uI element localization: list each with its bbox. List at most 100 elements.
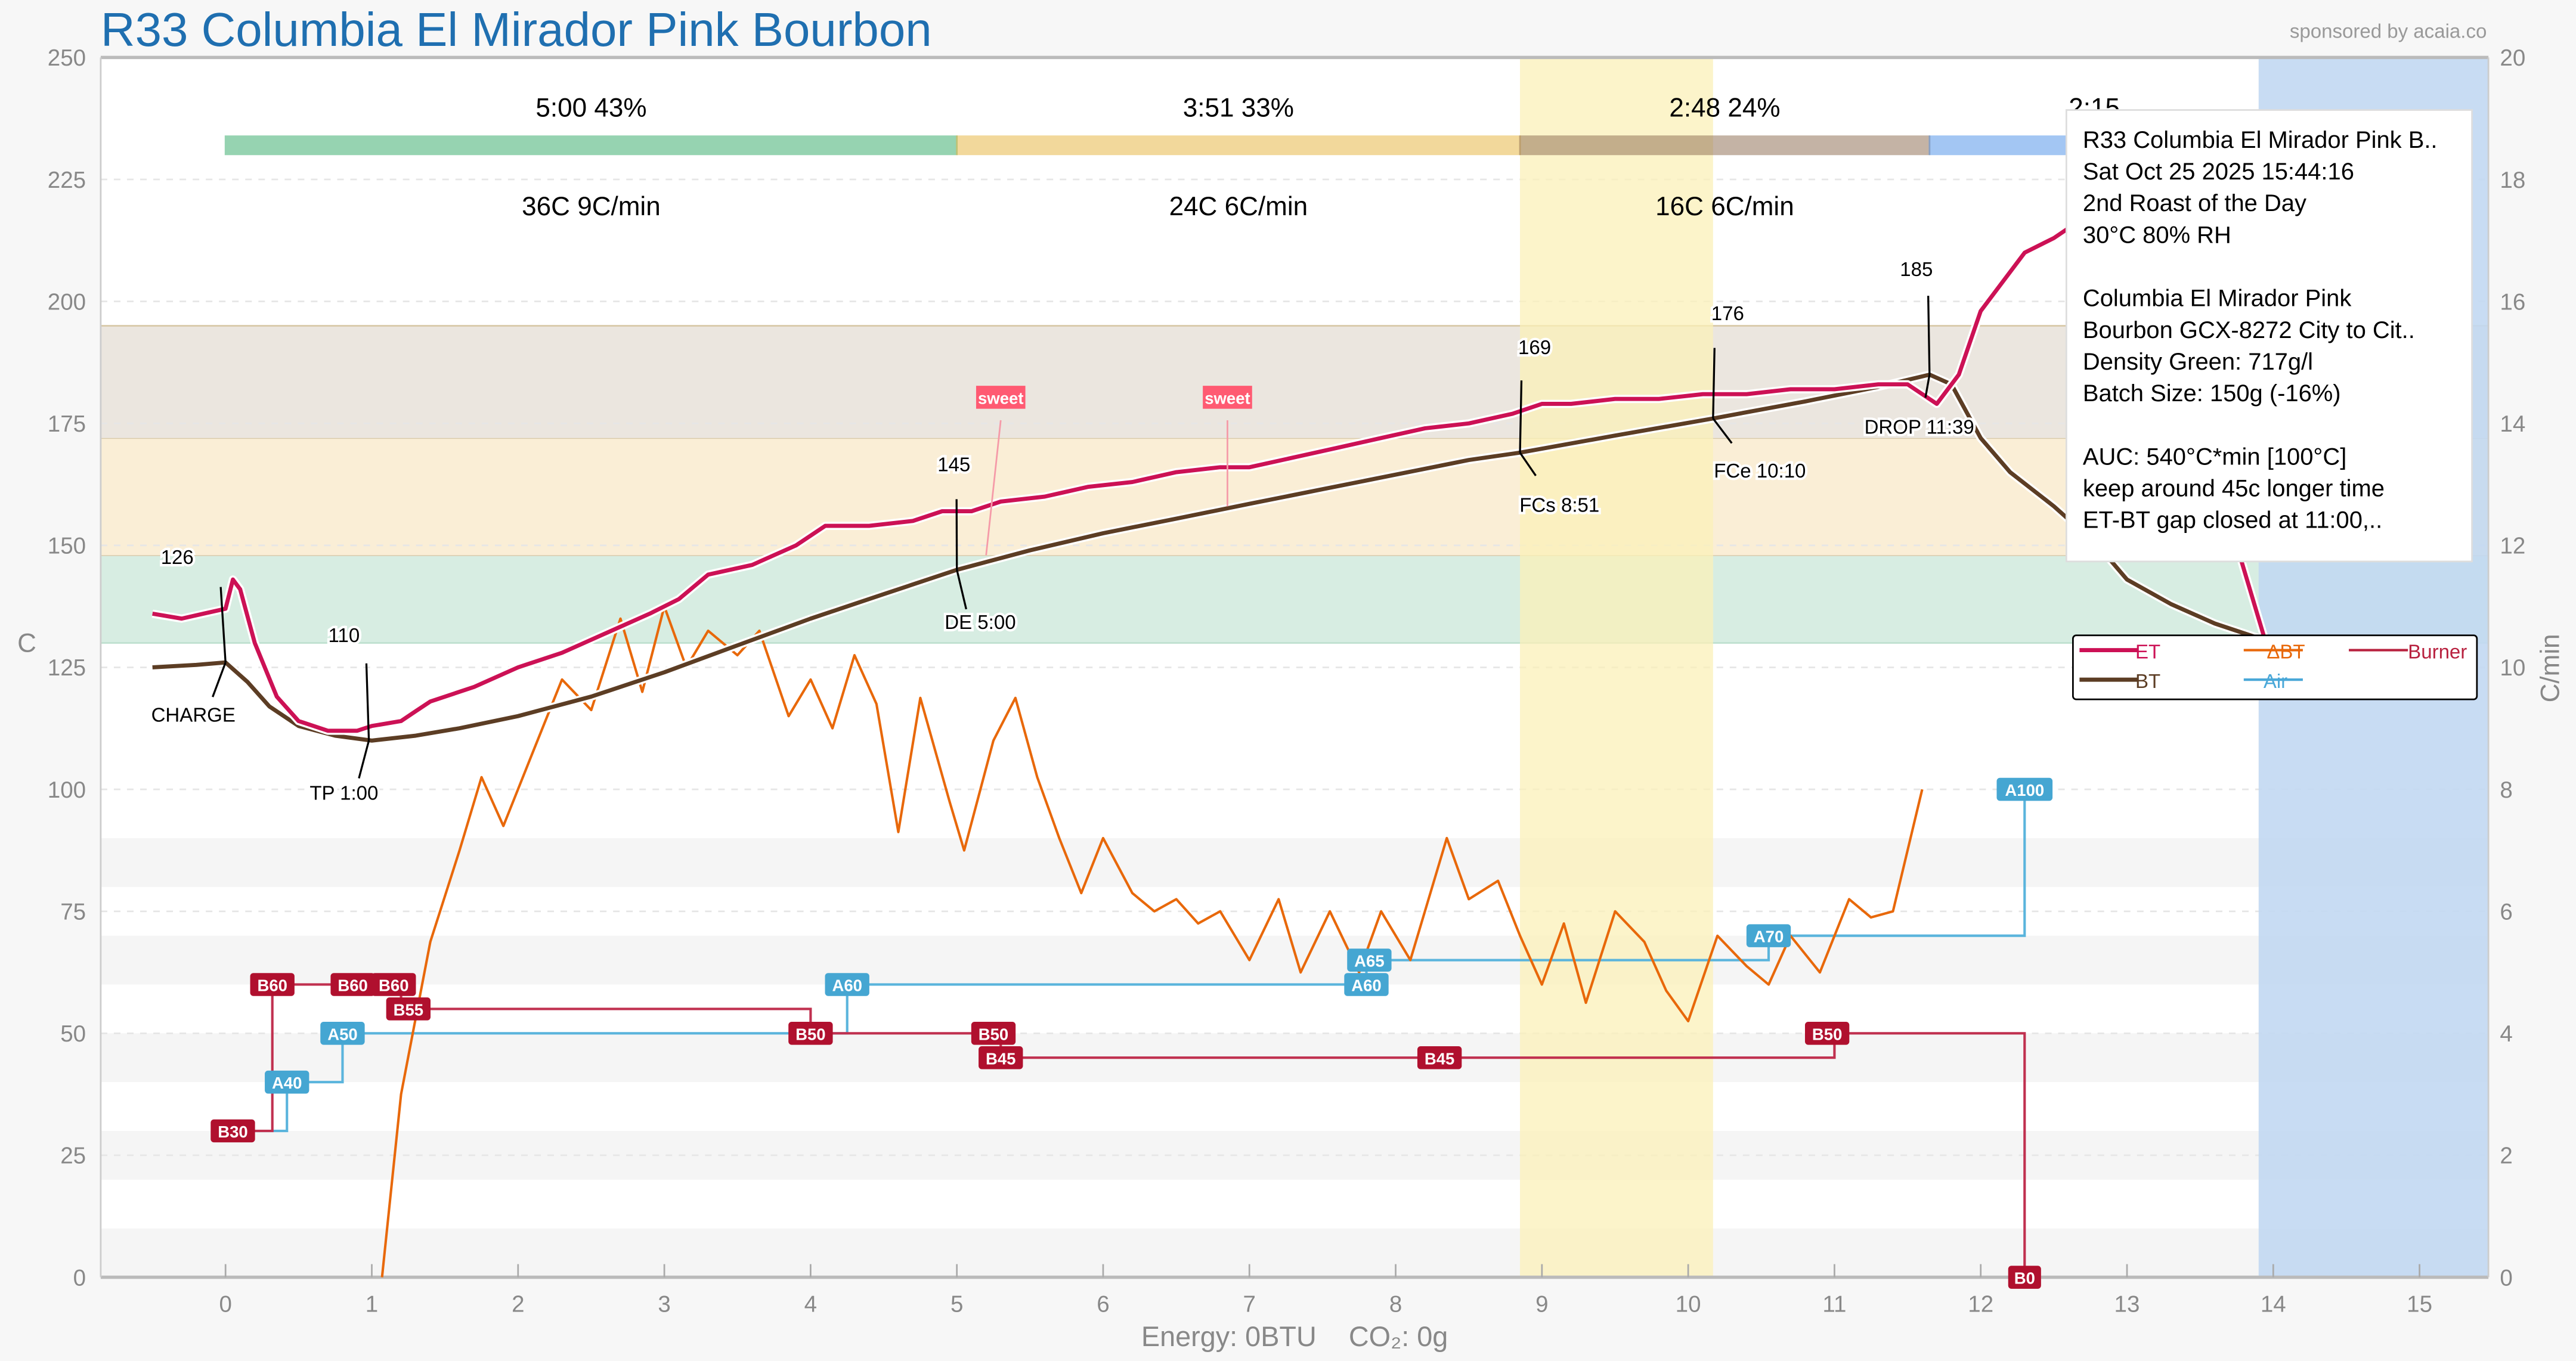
event-temperature: 169 bbox=[1518, 337, 1551, 359]
info-box-background bbox=[2065, 109, 2473, 563]
burner-marker-label: B60 bbox=[379, 976, 408, 994]
event-label: FCe 10:10 bbox=[1714, 460, 1806, 482]
grid-stripe bbox=[100, 935, 2489, 985]
info-line: keep around 45c longer time bbox=[2083, 476, 2385, 502]
event-leader bbox=[1924, 374, 1931, 398]
y2-tick-label: 20 bbox=[2500, 45, 2525, 71]
event-leader bbox=[365, 663, 370, 741]
event-leader bbox=[1927, 296, 1931, 375]
event-temperature: 176 bbox=[1711, 303, 1744, 325]
burner-marker-label: B30 bbox=[218, 1123, 247, 1141]
burner-marker bbox=[2008, 1266, 2041, 1289]
burner-marker-label: B60 bbox=[338, 976, 367, 994]
x-tick-label: 11 bbox=[1822, 1291, 1846, 1317]
event-label: TP 1:00 bbox=[309, 782, 378, 804]
chart-title: R33 Columbia El Mirador Pink Bourbon bbox=[101, 3, 932, 56]
y2-tick-label: 10 bbox=[2500, 655, 2525, 681]
co2-readout: CO₂: 0g bbox=[1349, 1321, 1448, 1352]
phase-time: 2:48 24% bbox=[1669, 94, 1780, 123]
x-tick-label: 7 bbox=[1243, 1291, 1256, 1317]
burner-marker bbox=[1417, 1046, 1462, 1069]
air-marker-label: A50 bbox=[327, 1025, 357, 1043]
air-marker bbox=[1746, 924, 1791, 947]
burner-marker-label: B55 bbox=[394, 1000, 423, 1019]
event-leader bbox=[956, 569, 967, 610]
y-tick-label: 75 bbox=[60, 899, 86, 925]
info-line: Density Green: 717g/l bbox=[2083, 349, 2313, 375]
legend-label: Air bbox=[2264, 671, 2287, 693]
air-marker-label: A70 bbox=[1754, 928, 1784, 946]
x-tick-label: 5 bbox=[950, 1291, 963, 1317]
burner-marker-label: B45 bbox=[1425, 1049, 1454, 1068]
burner-marker bbox=[386, 997, 431, 1021]
phase-bar-3 bbox=[1928, 135, 2071, 156]
event-label: FCs 8:51 bbox=[1519, 494, 1599, 516]
event-leader bbox=[1712, 418, 1733, 444]
x-tick-label: 3 bbox=[658, 1291, 670, 1317]
y2-tick-label: 0 bbox=[2500, 1265, 2512, 1291]
burner-marker bbox=[1804, 1022, 1850, 1045]
y2-tick-label: 12 bbox=[2500, 534, 2525, 559]
y-tick-label: 0 bbox=[73, 1265, 86, 1291]
y2-tick-label: 2 bbox=[2500, 1143, 2512, 1169]
air-marker bbox=[1344, 973, 1389, 996]
burner-marker-label: B50 bbox=[1812, 1025, 1842, 1043]
y2-axis-label: C/min bbox=[2536, 634, 2565, 702]
air-marker bbox=[1996, 777, 2053, 801]
y-tick-label: 150 bbox=[48, 534, 86, 559]
x-tick-label: 9 bbox=[1535, 1291, 1548, 1317]
phase-stats: 24C 6C/min bbox=[1169, 192, 1308, 221]
plot-area: 0 1 2 3 4 5 6 7 8 9 10 11 12 13 14 15025507510012515017… bbox=[48, 45, 2525, 1317]
note-text: sweet bbox=[978, 389, 1023, 407]
burner-marker bbox=[979, 1046, 1023, 1069]
x-tick-label: 12 bbox=[1968, 1291, 1993, 1317]
burner-marker bbox=[788, 1022, 833, 1045]
legend-label: ET bbox=[2135, 641, 2160, 663]
note-badge bbox=[1203, 386, 1252, 409]
info-line: 30°C 80% RH bbox=[2083, 222, 2231, 248]
x-tick-label: 13 bbox=[2114, 1291, 2140, 1317]
event-leader bbox=[358, 740, 370, 779]
event-leader bbox=[1519, 380, 1523, 453]
event-leader bbox=[1712, 348, 1716, 419]
burner-marker-label: B60 bbox=[257, 976, 287, 994]
burner-marker-label: B50 bbox=[979, 1025, 1008, 1043]
x-tick-label: 14 bbox=[2261, 1291, 2286, 1317]
phase-stats: 36C 9C/min bbox=[522, 192, 661, 221]
y-tick-label: 200 bbox=[48, 289, 86, 315]
x-tick-label: 15 bbox=[2407, 1291, 2432, 1317]
event-leader bbox=[1519, 452, 1537, 476]
info-line: AUC: 540°C*min [100°C] bbox=[2083, 444, 2346, 470]
y2-tick-label: 8 bbox=[2500, 777, 2512, 803]
phase-time: 5:00 43% bbox=[535, 94, 646, 123]
y-tick-label: 100 bbox=[48, 777, 86, 803]
phase-stats: 16C 6C/min bbox=[1655, 192, 1794, 221]
air-marker bbox=[320, 1022, 365, 1045]
y-tick-label: 175 bbox=[48, 411, 86, 437]
event-temperature: 126 bbox=[161, 547, 194, 569]
phase-time: 3:51 33% bbox=[1183, 94, 1294, 123]
y2-tick-label: 4 bbox=[2500, 1021, 2512, 1047]
air-marker-label: A100 bbox=[2005, 781, 2044, 799]
delta-bt-curve bbox=[380, 605, 1924, 1278]
event-leader bbox=[219, 587, 227, 663]
y-tick-label: 25 bbox=[60, 1143, 86, 1169]
legend: ET BT ΔBT Air Burner bbox=[2072, 634, 2478, 700]
x-tick-label: 10 bbox=[1676, 1291, 1701, 1317]
legend-label: BT bbox=[2135, 671, 2160, 693]
air-marker bbox=[265, 1070, 309, 1094]
phase-bar-0 bbox=[224, 135, 958, 156]
x-tick-label: 6 bbox=[1097, 1291, 1109, 1317]
burner-marker bbox=[210, 1119, 255, 1143]
burner-marker bbox=[371, 973, 416, 996]
phase-bar-1 bbox=[956, 135, 1521, 156]
y-tick-label: 125 bbox=[48, 655, 86, 681]
info-line: Bourbon GCX-8272 City to Cit.. bbox=[2083, 317, 2415, 343]
grid-stripe bbox=[100, 1228, 2489, 1278]
bt-curve bbox=[152, 373, 2289, 743]
event-temperature: 185 bbox=[1900, 259, 1933, 281]
event-leader bbox=[212, 662, 227, 697]
y-axis-label: C bbox=[17, 628, 36, 658]
burner-marker bbox=[250, 973, 295, 996]
y-tick-label: 250 bbox=[48, 45, 86, 71]
